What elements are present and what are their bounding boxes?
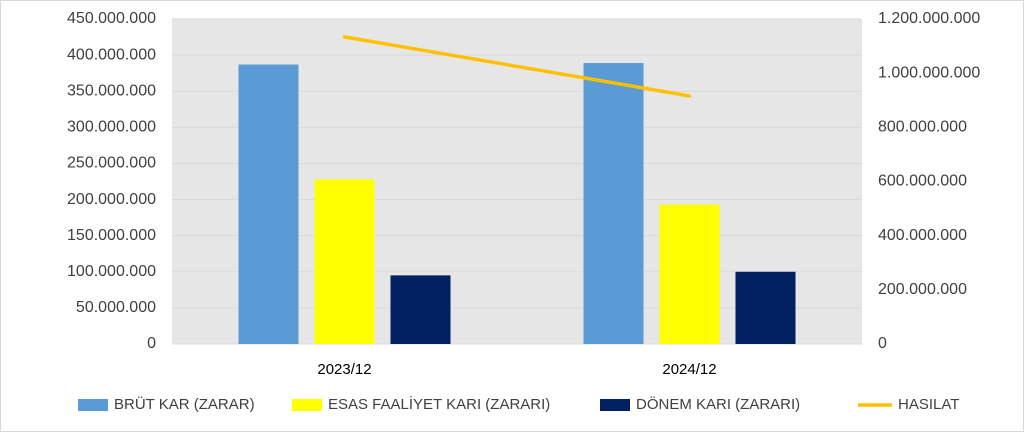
y2-tick-label: 400.000.000 — [878, 227, 967, 244]
bar — [735, 271, 796, 344]
y-tick-label: 300.000.000 — [67, 119, 156, 136]
y2-tick-label: 600.000.000 — [878, 173, 967, 190]
bar — [390, 275, 451, 344]
y-tick-label: 250.000.000 — [67, 155, 156, 172]
y-tick-label: 200.000.000 — [67, 191, 156, 208]
legend-label: ESAS FAALİYET KARI (ZARARI) — [328, 395, 550, 413]
y-tick-label: 50.000.000 — [76, 299, 156, 316]
y-tick-label: 350.000.000 — [67, 82, 156, 99]
line — [342, 35, 692, 98]
bar — [238, 64, 299, 344]
legend-swatch — [292, 399, 322, 411]
y-tick-label: 0 — [147, 335, 156, 352]
legend-label: HASILAT — [898, 396, 959, 413]
legend-swatch — [78, 399, 108, 411]
bar — [659, 204, 720, 344]
y2-tick-label: 0 — [878, 335, 887, 352]
y-tick-label: 150.000.000 — [67, 227, 156, 244]
x-tick-label: 2023/12 — [317, 361, 371, 378]
y-tick-label: 400.000.000 — [67, 46, 156, 63]
x-tick-label: 2024/12 — [662, 361, 716, 378]
y2-tick-label: 200.000.000 — [878, 281, 967, 298]
y-tick-label: 100.000.000 — [67, 263, 156, 280]
legend-label: DÖNEM KARI (ZARARI) — [636, 395, 800, 413]
bar — [583, 63, 644, 345]
y2-tick-label: 1.000.000.000 — [878, 64, 980, 81]
y2-tick-label: 800.000.000 — [878, 119, 967, 136]
legend-swatch — [600, 399, 630, 411]
bar — [314, 179, 375, 344]
y-tick-label: 450.000.000 — [67, 10, 156, 27]
legend-label: BRÜT KAR (ZARAR) — [114, 395, 255, 413]
y2-tick-label: 1.200.000.000 — [878, 10, 980, 27]
